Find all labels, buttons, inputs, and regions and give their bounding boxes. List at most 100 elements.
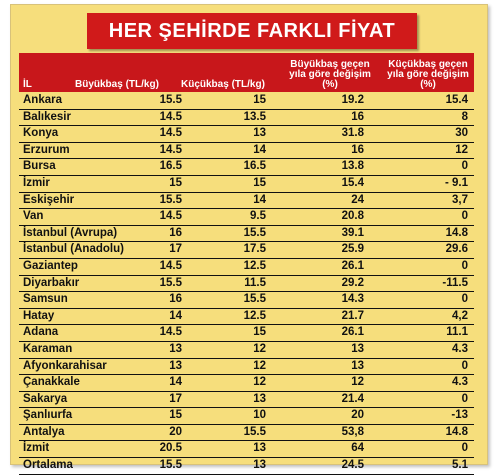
buyukbas-change-cell: 31.8 xyxy=(341,127,364,140)
city-cell: Ortalama xyxy=(23,459,73,472)
kucukbas-change-cell: 4.3 xyxy=(452,376,468,389)
price-table: Ankara 15.5 15 19.2 15.4 Balıkesir 14.5 13.5 16 8… xyxy=(19,93,474,475)
kucukbas-cell: 13 xyxy=(253,459,266,472)
buyukbas-change-cell: 26.1 xyxy=(341,259,364,272)
buyukbas-change-cell: 29.2 xyxy=(341,276,364,289)
header-buyukbas-change: Büyükbaş geçen yıla göre değişim (%) xyxy=(289,59,371,90)
table-title: HER ŞEHİRDE FARKLI FİYAT xyxy=(87,13,417,49)
buyukbas-cell: 15.5 xyxy=(159,193,182,206)
table-row: Sakarya 17 13 21.4 0 xyxy=(19,392,474,409)
buyukbas-cell: 14.5 xyxy=(159,110,182,123)
kucukbas-cell: 12 xyxy=(253,376,266,389)
kucukbas-cell: 12.5 xyxy=(243,309,266,322)
buyukbas-cell: 14.5 xyxy=(159,127,182,140)
buyukbas-change-cell: 21.4 xyxy=(341,392,364,405)
city-cell: Eskişehir xyxy=(23,193,75,206)
city-cell: Samsun xyxy=(23,293,68,306)
kucukbas-change-cell: 12 xyxy=(455,143,468,156)
kucukbas-cell: 14 xyxy=(253,193,266,206)
buyukbas-cell: 17 xyxy=(169,392,182,405)
city-cell: Şanlıurfa xyxy=(23,409,73,422)
kucukbas-change-cell: 4.3 xyxy=(452,342,468,355)
kucukbas-cell: 15 xyxy=(253,326,266,339)
buyukbas-change-cell: 13 xyxy=(351,359,364,372)
buyukbas-cell: 14.5 xyxy=(159,326,182,339)
kucukbas-change-cell: 14.8 xyxy=(445,226,468,239)
kucukbas-change-cell: 29.6 xyxy=(445,243,468,256)
table-row: Şanlıurfa 15 10 20 -13 xyxy=(19,408,474,425)
kucukbas-cell: 12 xyxy=(253,342,266,355)
kucukbas-change-cell: 8 xyxy=(461,110,468,123)
table-row: Diyarbakır 15.5 11.5 29.2 -11.5 xyxy=(19,276,474,293)
kucukbas-cell: 13.5 xyxy=(243,110,266,123)
kucukbas-change-cell: 0 xyxy=(461,160,468,173)
buyukbas-cell: 13 xyxy=(169,359,182,372)
city-cell: İstanbul (Avrupa) xyxy=(23,226,118,239)
buyukbas-cell: 15.5 xyxy=(159,459,182,472)
buyukbas-cell: 20.5 xyxy=(159,442,182,455)
table-row: Balıkesir 14.5 13.5 16 8 xyxy=(19,110,474,127)
table-row: Adana 14.5 15 26.1 11.1 xyxy=(19,325,474,342)
table-row: İstanbul (Avrupa) 16 15.5 39.1 14.8 xyxy=(19,226,474,243)
kucukbas-cell: 15 xyxy=(253,94,266,106)
kucukbas-cell: 10 xyxy=(253,409,266,422)
kucukbas-change-cell: 0 xyxy=(461,359,468,372)
buyukbas-change-cell: 14.3 xyxy=(341,293,364,306)
city-cell: Çanakkale xyxy=(23,376,80,389)
kucukbas-cell: 13 xyxy=(253,127,266,140)
buyukbas-change-cell: 21.7 xyxy=(341,309,364,322)
kucukbas-change-cell: 14.8 xyxy=(445,425,468,438)
buyukbas-change-cell: 24 xyxy=(351,193,364,206)
kucukbas-cell: 15.5 xyxy=(243,226,266,239)
header-city: İL xyxy=(23,79,32,90)
buyukbas-cell: 17 xyxy=(169,243,182,256)
city-cell: Sakarya xyxy=(23,392,68,405)
kucukbas-change-cell: 0 xyxy=(461,210,468,223)
kucukbas-cell: 17.5 xyxy=(243,243,266,256)
kucukbas-cell: 15.5 xyxy=(243,293,266,306)
kucukbas-change-cell: 0 xyxy=(461,442,468,455)
buyukbas-change-cell: 13 xyxy=(351,342,364,355)
table-row: İstanbul (Anadolu) 17 17.5 25.9 29.6 xyxy=(19,242,474,259)
header-buyukbas: Büyükbaş (TL/kg) xyxy=(75,79,159,90)
city-cell: İzmir xyxy=(23,176,50,189)
buyukbas-change-cell: 13.8 xyxy=(341,160,364,173)
kucukbas-cell: 16.5 xyxy=(243,160,266,173)
table-header: İL Büyükbaş (TL/kg) Küçükbaş (TL/kg) Büy… xyxy=(19,53,474,92)
city-cell: Bursa xyxy=(23,160,56,173)
buyukbas-change-cell: 19.2 xyxy=(341,94,364,106)
table-row: Van 14.5 9.5 20.8 0 xyxy=(19,209,474,226)
buyukbas-change-cell: 20 xyxy=(351,409,364,422)
city-cell: Gaziantep xyxy=(23,259,78,272)
header-kucukbas-change: Küçükbaş geçen yıla göre değişim (%) xyxy=(387,59,469,90)
kucukbas-change-cell: 0 xyxy=(461,392,468,405)
kucukbas-cell: 13 xyxy=(253,442,266,455)
kucukbas-change-cell: -11.5 xyxy=(442,276,468,289)
table-row: Bursa 16.5 16.5 13.8 0 xyxy=(19,159,474,176)
table-row: Afyonkarahisar 13 12 13 0 xyxy=(19,359,474,376)
city-cell: İstanbul (Anadolu) xyxy=(23,243,124,256)
buyukbas-cell: 15.5 xyxy=(159,94,182,106)
city-cell: Erzurum xyxy=(23,143,70,156)
table-row: Konya 14.5 13 31.8 30 xyxy=(19,126,474,143)
kucukbas-cell: 9.5 xyxy=(250,210,266,223)
city-cell: Karaman xyxy=(23,342,73,355)
kucukbas-cell: 12.5 xyxy=(243,259,266,272)
city-cell: Antalya xyxy=(23,425,65,438)
buyukbas-change-cell: 25.9 xyxy=(341,243,364,256)
city-cell: Konya xyxy=(23,127,59,140)
kucukbas-cell: 14 xyxy=(253,143,266,156)
city-cell: Hatay xyxy=(23,309,55,322)
buyukbas-cell: 14 xyxy=(169,309,182,322)
table-row: Karaman 13 12 13 4.3 xyxy=(19,342,474,359)
kucukbas-change-cell: 0 xyxy=(461,293,468,306)
buyukbas-cell: 15 xyxy=(169,409,182,422)
buyukbas-change-cell: 26.1 xyxy=(341,326,364,339)
city-cell: Diyarbakır xyxy=(23,276,80,289)
buyukbas-cell: 14.5 xyxy=(159,210,182,223)
table-row: Antalya 20 15.5 53,8 14.8 xyxy=(19,425,474,442)
buyukbas-cell: 13 xyxy=(169,342,182,355)
kucukbas-cell: 15 xyxy=(253,176,266,189)
city-cell: Van xyxy=(23,210,44,223)
kucukbas-change-cell: 11.1 xyxy=(446,326,468,339)
